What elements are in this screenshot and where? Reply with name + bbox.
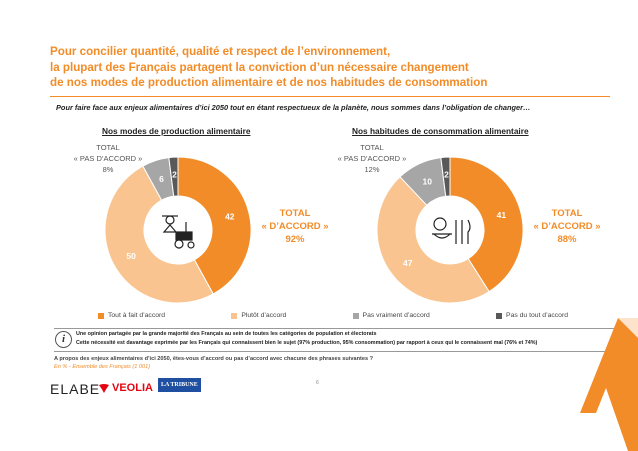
- legend-item-pas-du-tout: Pas du tout d’accord: [496, 312, 568, 319]
- food-cutlery-icon: [418, 198, 482, 262]
- chart-title-consommation: Nos habitudes de consommation alimentair…: [352, 126, 529, 136]
- chart-legend: Tout à fait d’accord Plutôt d’accord Pas…: [98, 312, 568, 319]
- legend-item-pas-vraiment: Pas vraiment d’accord: [352, 312, 430, 319]
- elabe-logo: ELABE: [50, 381, 101, 397]
- donut-0-value-label-pas-du-tout: 2: [172, 170, 177, 180]
- donut-0-total-daccord-line-2: 92%: [285, 234, 305, 245]
- donut-0-value-label-plutot: 50: [126, 251, 136, 261]
- donut-1-total-daccord-line-1: « D’ACCORD »: [533, 221, 600, 232]
- donut-1-total-pas-daccord-line-2: 12%: [364, 165, 379, 174]
- farmer-tractor-icon-glyph: [162, 215, 195, 249]
- info-box: i Une opinion partagée par la grande maj…: [54, 328, 614, 352]
- donut-1-total-pas-daccord-line-1: « PAS D’ACCORD »: [338, 154, 407, 163]
- title-line-3: de nos modes de production alimentaire e…: [50, 76, 488, 89]
- info-line-2: Cette nécessité est davantage exprimée p…: [76, 340, 538, 346]
- donut-0-total-daccord-line-1: « D’ACCORD »: [261, 221, 328, 232]
- donut-0-slice-tout-a-fait: [177, 156, 252, 295]
- donut-1-value-label-pas-du-tout: 2: [444, 170, 449, 180]
- page-number: 6: [316, 380, 319, 386]
- legend-label: Pas vraiment d’accord: [362, 312, 430, 319]
- page-title: Pour concilier quantité, qualité et resp…: [50, 44, 490, 91]
- donut-1-value-label-pas-vraiment: 10: [422, 177, 432, 187]
- la-tribune-logo: LA TRIBUNE: [158, 378, 201, 392]
- page-subtitle: Pour faire face aux enjeux alimentaires …: [56, 103, 531, 112]
- donut-1-total-daccord-line-2: 88%: [557, 234, 577, 245]
- legend-swatch: [98, 312, 104, 319]
- donut-1-total-pas-daccord-line-0: TOTAL: [360, 143, 383, 152]
- title-divider: [50, 96, 610, 97]
- survey-question: A propos des enjeux alimentaires d’ici 2…: [54, 356, 374, 362]
- donut-0-total-pas-daccord-line-2: 8%: [103, 165, 114, 174]
- legend-swatch: [496, 312, 503, 319]
- donut-0-total-pas-daccord-line-1: « PAS D’ACCORD »: [74, 154, 143, 163]
- veolia-wordmark: VEOLIA: [112, 382, 153, 394]
- donut-0-value-label-tout-a-fait: 42: [225, 212, 235, 222]
- legend-swatch: [352, 312, 359, 319]
- donut-0-total-daccord-line-0: TOTAL: [280, 208, 311, 219]
- legend-item-tout-a-fait: Tout à fait d’accord: [98, 312, 165, 319]
- donut-1-slice-plutot: [376, 176, 490, 304]
- donut-0-slice-pas-du-tout: [168, 156, 179, 197]
- farmer-tractor-icon: [146, 198, 210, 262]
- veolia-mark-icon: [99, 384, 109, 393]
- survey-base: En % - Ensemble des Français (1 001): [54, 364, 151, 370]
- legend-label: Pas du tout d’accord: [506, 312, 568, 319]
- donut-0-value-label-pas-vraiment: 6: [159, 174, 164, 184]
- brand-arrow-graphic: [580, 318, 638, 451]
- donut-0-total-pas-daccord-line-0: TOTAL: [96, 143, 119, 152]
- legend-item-plutot: Plutôt d’accord: [231, 312, 286, 319]
- veolia-logo: VEOLIA: [98, 382, 153, 394]
- legend-label: Tout à fait d’accord: [108, 312, 166, 319]
- donut-1-value-label-plutot: 47: [403, 258, 413, 268]
- food-cutlery-icon-glyph: [432, 217, 471, 244]
- title-line-1: Pour concilier quantité, qualité et resp…: [50, 45, 391, 58]
- donut-0-slice-plutot: [104, 165, 214, 304]
- donut-1-value-label-tout-a-fait: 41: [497, 210, 507, 220]
- info-line-1: Une opinion partagée par la grande major…: [76, 331, 377, 337]
- donut-1-slice-tout-a-fait: [449, 156, 524, 293]
- chart-title-production: Nos modes de production alimentaire: [102, 126, 251, 136]
- title-line-2: la plupart des Français partagent la con…: [50, 60, 469, 74]
- info-icon: i: [55, 331, 72, 348]
- donut-1-slice-pas-du-tout: [440, 156, 451, 197]
- legend-swatch: [231, 312, 238, 319]
- donut-1-total-daccord-line-0: TOTAL: [552, 208, 583, 219]
- legend-label: Plutôt d’accord: [241, 312, 287, 319]
